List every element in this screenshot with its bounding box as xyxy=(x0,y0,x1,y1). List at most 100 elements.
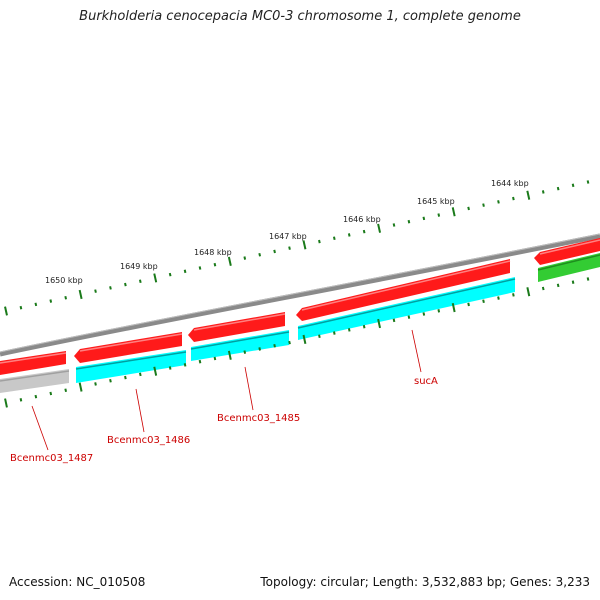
ruler-label: 1649 kbp xyxy=(120,262,158,271)
gene-label-suca[interactable]: sucA xyxy=(414,376,438,387)
accession-text: Accession: NC_010508 xyxy=(9,575,146,589)
ruler-major-tick xyxy=(4,398,8,408)
gene-bcenmc03-1485-cds[interactable] xyxy=(191,330,289,361)
ruler-minor-tick xyxy=(64,295,68,300)
ruler-minor-tick xyxy=(168,272,172,277)
ruler-minor-tick xyxy=(198,359,202,364)
ruler-minor-tick xyxy=(273,249,276,254)
ruler-major-tick xyxy=(526,190,531,200)
ruler-minor-tick xyxy=(318,239,321,244)
label-leaders xyxy=(31,329,422,451)
ruler-major-tick xyxy=(78,382,83,392)
ruler-minor-tick xyxy=(556,283,560,288)
ruler-label: 1648 kbp xyxy=(194,248,232,257)
inner-ruler xyxy=(4,277,590,408)
ruler-minor-tick xyxy=(64,388,68,393)
ruler-minor-tick xyxy=(571,183,575,188)
ruler-minor-tick xyxy=(556,186,560,191)
gene-label-bcenmc03-1487[interactable]: Bcenmc03_1487 xyxy=(10,453,93,464)
ruler-major-tick xyxy=(4,306,8,316)
ruler-minor-tick xyxy=(437,309,441,313)
ruler-major-tick xyxy=(377,318,381,329)
ruler-minor-tick xyxy=(124,282,127,287)
ruler-major-tick xyxy=(78,289,83,300)
ruler-minor-tick xyxy=(138,279,142,284)
ruler-minor-tick xyxy=(541,286,545,291)
ruler-major-tick xyxy=(227,256,232,266)
ruler-minor-tick xyxy=(467,302,470,307)
gene-label-bcenmc03-1485[interactable]: Bcenmc03_1485 xyxy=(217,413,300,424)
ruler-minor-tick xyxy=(347,233,351,237)
ruler-minor-tick xyxy=(482,299,485,304)
ruler-minor-tick xyxy=(586,180,590,184)
ruler-minor-tick xyxy=(347,328,351,332)
ruler-minor-tick xyxy=(332,331,336,335)
ruler-minor-tick xyxy=(288,246,291,250)
ruler-minor-tick xyxy=(362,229,366,234)
gene-bcenmc03-1485-forward[interactable] xyxy=(188,312,285,342)
ruler-minor-tick xyxy=(183,269,187,274)
gene-next-forward[interactable] xyxy=(534,238,600,265)
ruler-minor-tick xyxy=(213,262,217,267)
gene-suca-forward[interactable] xyxy=(296,259,510,321)
ruler-minor-tick xyxy=(407,219,411,224)
ruler-minor-tick xyxy=(138,372,142,377)
ruler-minor-tick xyxy=(437,213,441,217)
ruler-major-tick xyxy=(451,303,456,313)
ruler-label: 1646 kbp xyxy=(343,215,381,224)
ruler-minor-tick xyxy=(94,289,97,293)
ruler-label: 1644 kbp xyxy=(491,179,529,188)
topology-text: Topology: circular; Length: 3,532,883 bp… xyxy=(260,575,590,589)
gene-suca-cds[interactable] xyxy=(298,277,515,340)
ruler-minor-tick xyxy=(34,302,38,307)
ruler-minor-tick xyxy=(243,350,247,354)
ruler-minor-tick xyxy=(497,296,500,300)
ruler-major-tick xyxy=(526,287,531,297)
ruler-minor-tick xyxy=(362,324,366,329)
ruler-minor-tick xyxy=(19,305,23,310)
gene-next-cds[interactable] xyxy=(538,253,600,282)
ruler-minor-tick xyxy=(467,206,470,211)
ruler-minor-tick xyxy=(512,293,515,297)
page-title: Burkholderia cenocepacia MC0-3 chromosom… xyxy=(79,9,521,24)
ruler-minor-tick xyxy=(168,366,172,370)
outer-ruler xyxy=(4,180,590,316)
ruler-minor-tick xyxy=(318,334,321,339)
ruler-minor-tick xyxy=(258,347,262,351)
ruler-minor-tick xyxy=(512,196,515,201)
ruler-minor-tick xyxy=(49,299,53,303)
ruler-minor-tick xyxy=(109,378,112,383)
ruler-major-tick xyxy=(451,207,456,217)
ruler-major-tick xyxy=(302,240,307,250)
gene-label-bcenmc03-1486[interactable]: Bcenmc03_1486 xyxy=(107,435,190,446)
gene-bcenmc03-1487-pseudo[interactable] xyxy=(0,369,69,393)
ruler-minor-tick xyxy=(422,216,426,221)
backbone-line xyxy=(0,233,600,357)
gene-bcenmc03-1486-forward[interactable] xyxy=(74,332,182,363)
ruler-major-tick xyxy=(227,350,232,360)
ruler-minor-tick xyxy=(213,356,217,361)
cds-track xyxy=(0,253,600,393)
ruler-minor-tick xyxy=(482,203,485,207)
ruler-minor-tick xyxy=(332,236,336,241)
ruler-label: 1645 kbp xyxy=(417,197,455,206)
ruler-minor-tick xyxy=(258,252,262,257)
gene-bcenmc03-1487-forward[interactable] xyxy=(0,351,66,375)
gene-bcenmc03-1486-cds[interactable] xyxy=(76,350,186,383)
ruler-minor-tick xyxy=(19,398,23,402)
ruler-minor-tick xyxy=(94,382,97,386)
ruler-minor-tick xyxy=(392,223,396,227)
ruler-minor-tick xyxy=(34,394,38,399)
ruler-minor-tick xyxy=(407,315,411,319)
ruler-label: 1650 kbp xyxy=(45,276,83,285)
ruler-minor-tick xyxy=(586,277,590,281)
ruler-minor-tick xyxy=(422,312,426,316)
ruler-minor-tick xyxy=(198,266,202,270)
ruler-minor-tick xyxy=(392,318,396,323)
ruler-minor-tick xyxy=(288,340,291,345)
forward-strand xyxy=(0,238,600,375)
ruler-label: 1647 kbp xyxy=(269,232,307,241)
ruler-minor-tick xyxy=(109,286,112,290)
ruler-labels: 1650 kbp 1649 kbp 1648 kbp 1647 kbp 1646… xyxy=(45,179,529,285)
